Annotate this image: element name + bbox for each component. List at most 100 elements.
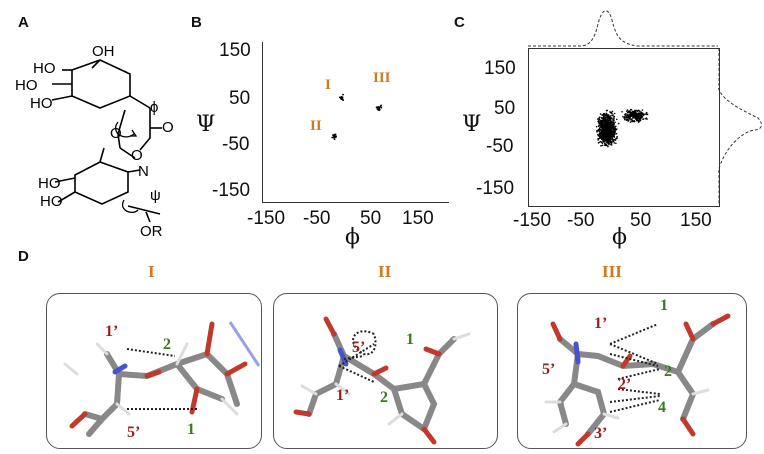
scatter-point <box>606 118 609 120</box>
scatter-point <box>646 113 649 116</box>
plot-b-xtick: -150 <box>247 208 286 229</box>
scatter-point <box>604 119 606 121</box>
scatter-point <box>610 114 612 117</box>
conformer-model-i: 1’ 5’ 2 1 <box>63 321 261 441</box>
scatter-point <box>612 123 615 125</box>
plot-c-xtick: 150 <box>680 210 712 231</box>
scatter-point <box>636 117 638 120</box>
scatter-point <box>605 126 607 129</box>
phi-symbol: ϕ <box>150 99 158 116</box>
hydroxyl-label: HO <box>40 193 63 210</box>
scatter-point <box>613 127 615 130</box>
scatter-point <box>602 120 605 122</box>
scatter-point <box>609 127 612 129</box>
scatter-point <box>597 133 599 136</box>
atom-label: 1 <box>660 297 668 314</box>
scatter-point <box>608 119 610 121</box>
atom-label: 1’ <box>594 315 607 332</box>
scatter-point <box>608 143 610 146</box>
scatter-point <box>603 112 606 115</box>
scatter-point <box>609 119 612 121</box>
scatter-point <box>602 138 605 141</box>
panel-label-b: B <box>191 14 202 31</box>
scatter-point <box>623 117 626 119</box>
scatter-point <box>638 109 640 112</box>
scatter-point <box>640 111 642 114</box>
hydroxyl-label: HO <box>33 60 56 77</box>
scatter-point <box>607 115 610 117</box>
scatter-point <box>375 106 378 109</box>
plot-b-axes <box>262 42 449 203</box>
scatter-point <box>616 135 618 138</box>
scatter-point <box>635 119 638 122</box>
scatter-point <box>377 106 380 108</box>
scatter-point <box>614 133 616 135</box>
atom-label: 1’ <box>105 323 118 340</box>
conformer-card-i: 1’ 5’ 2 1 <box>46 293 262 449</box>
scatter-point <box>607 132 610 134</box>
plot-c-ytick: 150 <box>484 58 516 79</box>
scatter-point <box>601 127 604 129</box>
scatter-point <box>597 139 599 141</box>
scatter-point <box>626 113 628 115</box>
scatter-point <box>342 99 345 102</box>
hydroxyl-label: HO <box>30 95 53 112</box>
scatter-point <box>614 128 617 131</box>
scatter-point <box>601 123 603 125</box>
scatter-point <box>603 127 606 130</box>
atom-label: 1’ <box>336 387 349 404</box>
scatter-point <box>623 118 626 121</box>
scatter-point <box>637 113 640 116</box>
hydroxyl-label: OH <box>92 43 115 60</box>
scatter-point <box>606 122 609 124</box>
scatter-point <box>606 116 608 119</box>
scatter-point <box>605 123 608 126</box>
scatter-point <box>603 137 605 139</box>
scatter-point <box>608 129 610 131</box>
scatter-point <box>615 137 617 140</box>
scatter-point <box>633 119 635 122</box>
scatter-point <box>632 113 635 116</box>
scatter-point <box>637 121 640 123</box>
scatter-point <box>338 96 341 99</box>
scatter-point <box>610 117 613 120</box>
scatter-point <box>615 125 617 128</box>
scatter-point <box>614 131 617 133</box>
scatter-point <box>642 113 644 116</box>
plot-b-xtick: 50 <box>360 208 382 229</box>
phi-marginal-distribution <box>528 10 718 47</box>
psi-symbol: ψ <box>150 187 161 204</box>
plot-b-scatter <box>331 93 383 141</box>
scatter-point <box>603 124 605 126</box>
scatter-point <box>612 114 614 116</box>
scatter-point <box>632 116 635 118</box>
scatter-point <box>596 129 599 132</box>
scatter-point <box>644 117 646 120</box>
atom-label: 5’ <box>542 361 555 378</box>
plot-b-xtick: 150 <box>402 208 434 229</box>
panel-label-c: C <box>454 14 465 31</box>
scatter-point <box>612 120 615 122</box>
scatter-point <box>608 138 610 140</box>
scatter-point <box>597 129 600 132</box>
scatter-point <box>334 133 337 136</box>
scatter-point <box>608 136 610 139</box>
plot-c-ytick: -50 <box>486 136 514 157</box>
scatter-point <box>611 124 613 127</box>
scatter-point <box>642 118 644 121</box>
scatter-point <box>607 145 609 148</box>
hydroxyl-label: HO <box>38 175 61 192</box>
scatter-point <box>604 114 607 117</box>
scatter-point <box>623 115 626 118</box>
scatter-point <box>605 135 608 138</box>
atom-label: 2 <box>163 336 171 353</box>
scatter-point <box>627 120 629 122</box>
or-group-label: OR <box>140 223 163 240</box>
scatter-point <box>607 126 610 128</box>
scatter-point <box>629 121 632 123</box>
plot-b-xtick: -50 <box>303 208 331 229</box>
scatter-point <box>633 111 636 113</box>
scatter-point <box>621 110 623 113</box>
scatter-point <box>604 134 606 137</box>
scatter-point <box>377 107 380 110</box>
